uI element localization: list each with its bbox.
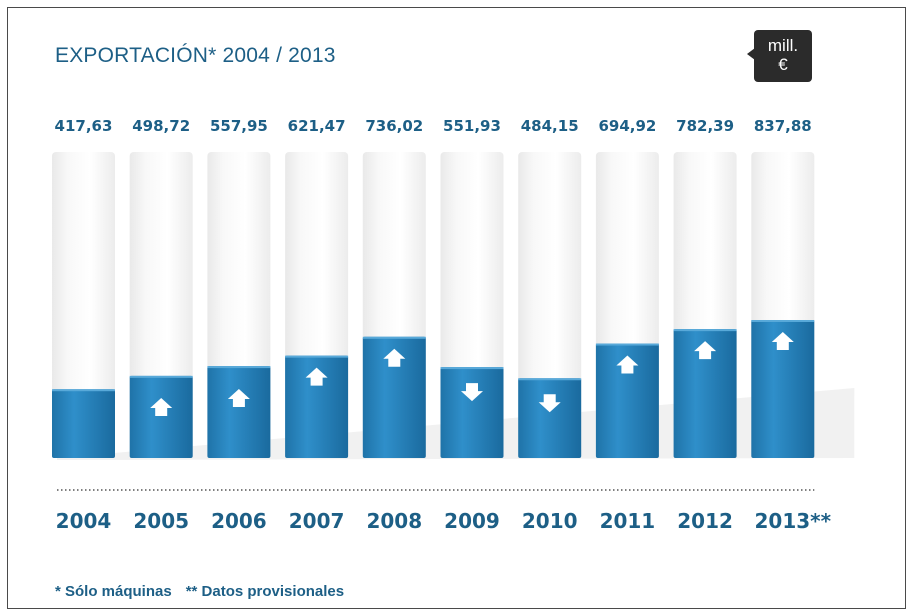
arrow-up-icon	[227, 389, 250, 407]
bar-group: 417,63 2004	[52, 117, 115, 533]
year-label: 2012	[677, 509, 733, 533]
bar-highlight	[595, 343, 659, 346]
value-label: 782,39	[676, 117, 734, 135]
chart-title: EXPORTACIÓN* 2004 / 2013	[55, 44, 336, 67]
value-label: 621,47	[288, 117, 346, 135]
unit-badge-line2: €	[778, 55, 788, 74]
value-label: 694,92	[598, 117, 656, 135]
bar	[285, 355, 349, 458]
year-label: 2005	[133, 509, 189, 533]
bar-highlight	[52, 389, 115, 392]
unit-badge: mill. €	[747, 30, 812, 82]
year-label: 2009	[444, 509, 500, 533]
arrow-up-icon	[771, 332, 794, 351]
bar-highlight	[362, 336, 426, 339]
arrow-up-icon	[383, 348, 406, 367]
bar-highlight	[207, 366, 271, 369]
year-label: 2006	[211, 509, 267, 533]
arrow-down-icon	[461, 383, 483, 402]
year-label: 2007	[289, 509, 345, 533]
bar-highlight	[673, 329, 737, 332]
value-label: 837,88	[754, 117, 812, 135]
footnote-datos-provisionales: ** Datos provisionales	[185, 583, 345, 600]
arrow-up-icon	[694, 341, 717, 360]
bar-group: 837,88 2013**	[751, 117, 832, 533]
bar	[595, 343, 659, 458]
footnotes: * Sólo máquinas ** Datos provisionales	[55, 583, 344, 600]
bar-group: 736,02 2008	[362, 117, 426, 533]
bar-highlight	[518, 378, 582, 381]
bar	[518, 378, 582, 458]
bar	[129, 375, 193, 458]
bar	[751, 320, 815, 458]
value-label: 484,15	[521, 117, 579, 135]
bar	[440, 367, 504, 458]
year-label: 2004	[56, 509, 112, 533]
year-label: 2011	[600, 509, 656, 533]
bar-group: 498,72 2005	[129, 117, 193, 533]
arrow-up-icon	[150, 398, 173, 416]
bar-group: 484,15 2010	[518, 117, 582, 533]
bar-group: 694,92 2011	[595, 117, 659, 533]
value-label: 557,95	[210, 117, 268, 135]
bar-group: 551,93 2009	[440, 117, 504, 533]
bar	[207, 366, 271, 458]
bar	[52, 389, 115, 458]
bar-group: 782,39 2012	[673, 117, 737, 533]
year-label: 2008	[366, 509, 422, 533]
bar-track	[52, 152, 115, 458]
arrow-up-icon	[616, 355, 639, 374]
bar-group: 557,95 2006	[207, 117, 271, 533]
value-label: 551,93	[443, 117, 501, 135]
arrow-up-icon	[305, 367, 328, 386]
bar-highlight	[440, 367, 504, 370]
arrow-down-icon	[538, 394, 561, 413]
bar-highlight	[285, 355, 349, 358]
unit-badge-line1: mill.	[767, 36, 799, 55]
footnote-solo-maquinas: * Sólo máquinas	[55, 583, 172, 600]
value-label: 498,72	[132, 117, 190, 135]
bar-group: 621,47 2007	[285, 117, 349, 533]
value-label: 417,63	[55, 117, 113, 135]
bar	[362, 336, 426, 458]
bar-highlight	[129, 375, 193, 378]
year-label: 2013**	[755, 509, 832, 533]
bar-highlight	[751, 320, 815, 323]
bar	[673, 329, 737, 458]
year-label: 2010	[522, 509, 578, 533]
value-label: 736,02	[365, 117, 423, 135]
